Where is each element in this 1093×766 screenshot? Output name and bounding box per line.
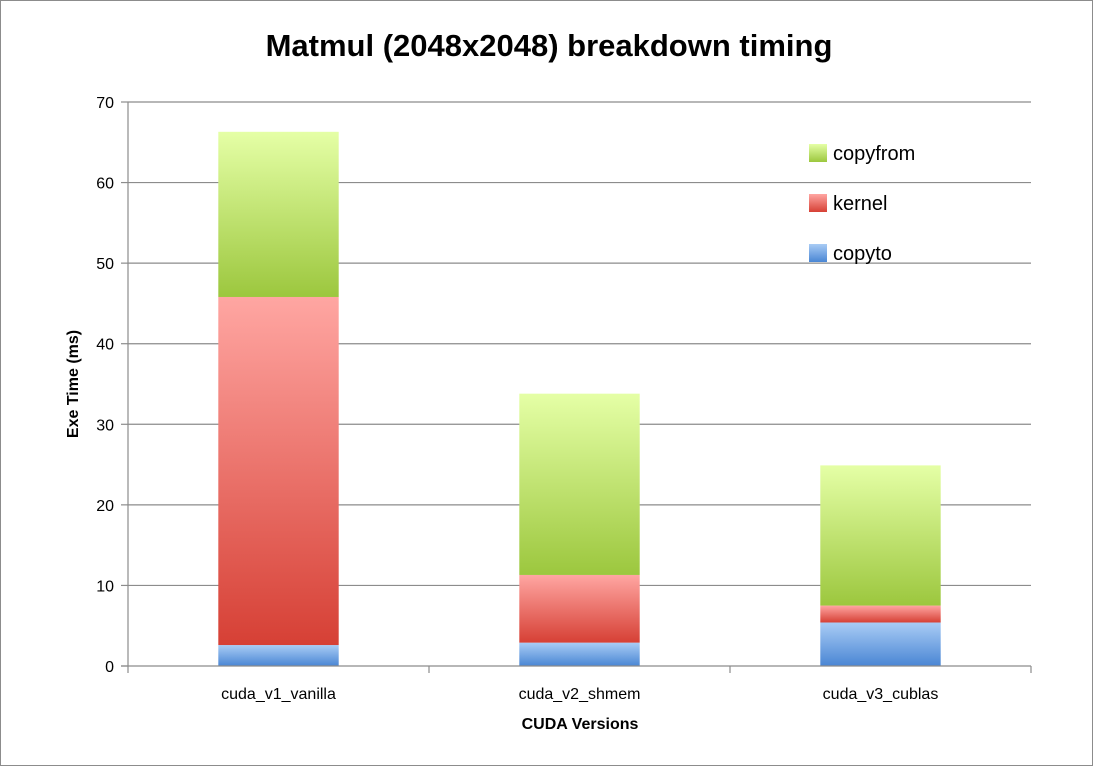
x-category-label: cuda_v1_vanilla xyxy=(221,686,336,703)
bar-copyto-cuda_v2_shmem xyxy=(519,642,640,666)
bar-copyfrom-cuda_v1_vanilla xyxy=(218,131,339,297)
axes: 0 10 20 30 40 50 60 70 cuda_v1_vanilla cuda_v2_sh… xyxy=(96,95,1032,703)
y-tick-label: 70 xyxy=(96,95,114,112)
bar-kernel-cuda_v2_shmem xyxy=(519,574,640,643)
bar-copyfrom-cuda_v2_shmem xyxy=(519,393,640,575)
y-tick-label: 60 xyxy=(96,176,114,193)
chart-title: Matmul (2048x2048) breakdown timing xyxy=(266,28,833,63)
legend-label-kernel: kernel xyxy=(833,193,887,215)
y-tick-label: 20 xyxy=(96,498,114,515)
y-axis-label: Exe Time (ms) xyxy=(65,330,82,438)
legend-swatch-kernel xyxy=(809,194,827,212)
y-tick-label: 10 xyxy=(96,578,114,595)
legend-swatch-copyto xyxy=(809,244,827,262)
x-category-label: cuda_v3_cublas xyxy=(823,686,939,703)
bar-kernel-cuda_v3_cublas xyxy=(820,605,941,623)
bar-copyto-cuda_v1_vanilla xyxy=(218,645,339,666)
bar-kernel-cuda_v1_vanilla xyxy=(218,296,339,646)
legend-label-copyfrom: copyfrom xyxy=(833,143,915,165)
y-tick-label: 30 xyxy=(96,417,114,434)
bar-copyto-cuda_v3_cublas xyxy=(820,622,941,666)
bars xyxy=(218,131,941,666)
x-axis-label: CUDA Versions xyxy=(522,716,639,733)
legend-swatch-copyfrom xyxy=(809,144,827,162)
legend: copyfrom kernel copyto xyxy=(809,143,915,265)
x-category-label: cuda_v2_shmem xyxy=(519,686,641,703)
bar-copyfrom-cuda_v3_cublas xyxy=(820,465,941,606)
y-tick-label: 50 xyxy=(96,256,114,273)
y-tick-label: 0 xyxy=(105,659,114,676)
y-tick-label: 40 xyxy=(96,337,114,354)
legend-label-copyto: copyto xyxy=(833,243,892,265)
